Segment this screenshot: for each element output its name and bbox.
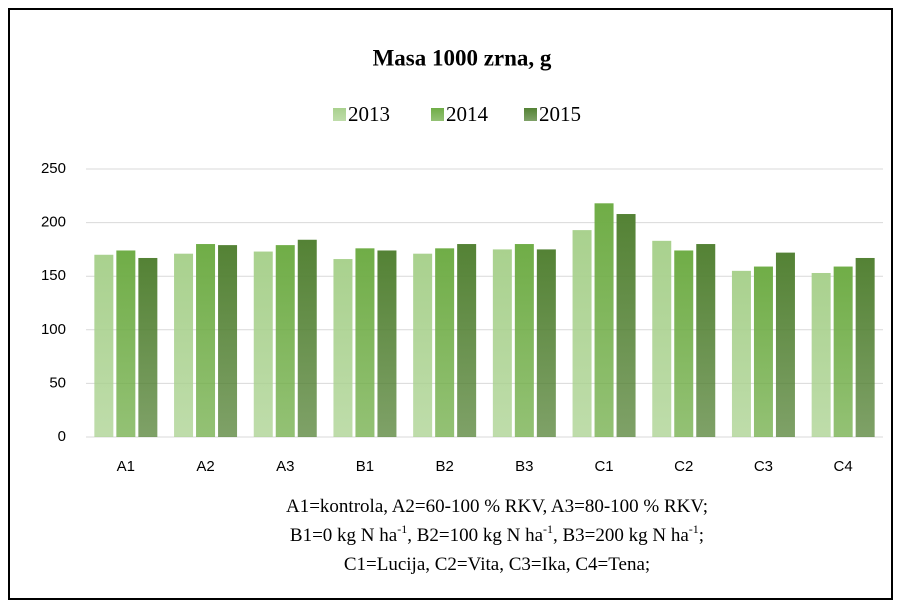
x-tick-label: C3	[754, 458, 773, 475]
x-tick-label: B1	[356, 458, 374, 475]
footnote-text: ;	[699, 525, 704, 546]
bar	[731, 270, 751, 437]
bar	[333, 259, 353, 437]
bar	[355, 248, 375, 437]
x-tick-label: A2	[196, 458, 214, 475]
legend-label: 2015	[539, 102, 581, 126]
bar	[753, 266, 773, 437]
x-tick-label: A3	[276, 458, 294, 475]
bar	[377, 250, 397, 437]
x-tick-label: A1	[117, 458, 135, 475]
bar	[492, 249, 512, 437]
footnote: A1=kontrola, A2=60-100 % RKV, A3=80-100 …	[286, 496, 708, 517]
footnote: C1=Lucija, C2=Vita, C3=Ika, C4=Tena;	[344, 554, 650, 575]
x-tick-label: C4	[834, 458, 853, 475]
footnote-text: , B3=200 kg N ha	[553, 525, 689, 546]
bar	[514, 244, 534, 437]
bar	[674, 250, 694, 437]
x-tick-label: B3	[515, 458, 533, 475]
legend-label: 2013	[348, 102, 390, 126]
bar	[218, 245, 238, 437]
x-tick-label: B2	[435, 458, 453, 475]
footnote: B1=0 kg N ha-1, B2=100 kg N ha-1, B3=200…	[290, 522, 704, 547]
bar	[297, 239, 317, 437]
y-tick-label: 0	[58, 428, 66, 445]
bar	[116, 250, 136, 437]
bar	[536, 249, 556, 437]
bar	[457, 244, 477, 437]
bar	[94, 254, 114, 437]
y-tick-label: 150	[41, 267, 66, 284]
bar	[435, 248, 455, 437]
bar	[616, 214, 636, 437]
y-tick-label: 50	[49, 374, 66, 391]
superscript: -1	[543, 522, 553, 536]
footnote-text: B1=0 kg N ha	[290, 525, 398, 546]
bar	[652, 240, 672, 437]
chart-title: Masa 1000 zrna, g	[373, 45, 552, 70]
x-tick-label: C1	[594, 458, 613, 475]
bar	[855, 257, 875, 437]
superscript: -1	[689, 522, 699, 536]
bar	[594, 203, 614, 437]
legend-swatch	[431, 108, 444, 121]
bar	[811, 272, 831, 437]
bar	[196, 244, 216, 437]
bar	[413, 253, 433, 437]
legend-label: 2014	[446, 102, 489, 126]
y-tick-label: 200	[41, 214, 66, 231]
y-tick-label: 250	[41, 160, 66, 177]
footnote-text: C1=Lucija, C2=Vita, C3=Ika, C4=Tena;	[344, 554, 650, 575]
bar	[833, 266, 853, 437]
bar	[775, 252, 795, 437]
bar	[253, 251, 273, 437]
bar	[696, 244, 716, 437]
bar	[138, 257, 158, 437]
legend-swatch	[333, 108, 346, 121]
bar	[174, 253, 194, 437]
footnote-text: A1=kontrola, A2=60-100 % RKV, A3=80-100 …	[286, 496, 708, 517]
y-tick-label: 100	[41, 321, 66, 338]
footnote-text: , B2=100 kg N ha	[407, 525, 543, 546]
legend-swatch	[524, 108, 537, 121]
x-tick-label: C2	[674, 458, 693, 475]
bar	[572, 230, 592, 437]
bar	[275, 245, 295, 437]
superscript: -1	[397, 522, 407, 536]
